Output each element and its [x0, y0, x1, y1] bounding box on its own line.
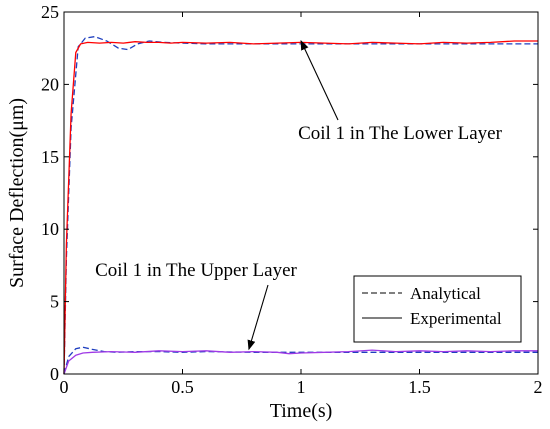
x-tick-label: 2	[534, 377, 543, 397]
annotation-upper-layer-arrow	[247, 284, 269, 351]
legend: Analytical Experimental	[353, 275, 522, 343]
y-tick-label: 15	[41, 147, 59, 167]
y-axis-title: Surface Deflection(μm)	[6, 98, 28, 288]
series-lower-layer-experimental-line	[63, 40, 538, 375]
legend-label: Experimental	[410, 309, 502, 328]
series-lower-layer-analytical-line	[63, 35, 538, 375]
annotation-lower-layer-text: Coil 1 in The Lower Layer	[298, 123, 503, 144]
y-tick-label: 25	[41, 2, 59, 22]
y-tick-label: 5	[50, 292, 59, 312]
x-tick-label: 1	[297, 377, 306, 397]
y-tick-label: 0	[50, 364, 59, 384]
series-upper-layer-experimental-line	[63, 349, 538, 375]
annotation-lower-layer-arrow	[300, 39, 339, 121]
x-tick-label: 1.5	[408, 377, 431, 397]
series-layer	[63, 35, 538, 375]
legend-label: Analytical	[410, 284, 481, 303]
x-tick-label: 0.5	[171, 377, 194, 397]
y-tick-label: 10	[41, 219, 59, 239]
y-tick-label: 20	[41, 74, 59, 94]
annotation-upper-layer-text: Coil 1 in The Upper Layer	[95, 260, 297, 281]
x-axis-title: Time(s)	[270, 400, 333, 422]
legend-box	[353, 275, 522, 343]
x-tick-label: 0	[60, 377, 69, 397]
annotation-layer: Coil 1 in The Lower Layer Coil 1 in The U…	[95, 39, 503, 351]
